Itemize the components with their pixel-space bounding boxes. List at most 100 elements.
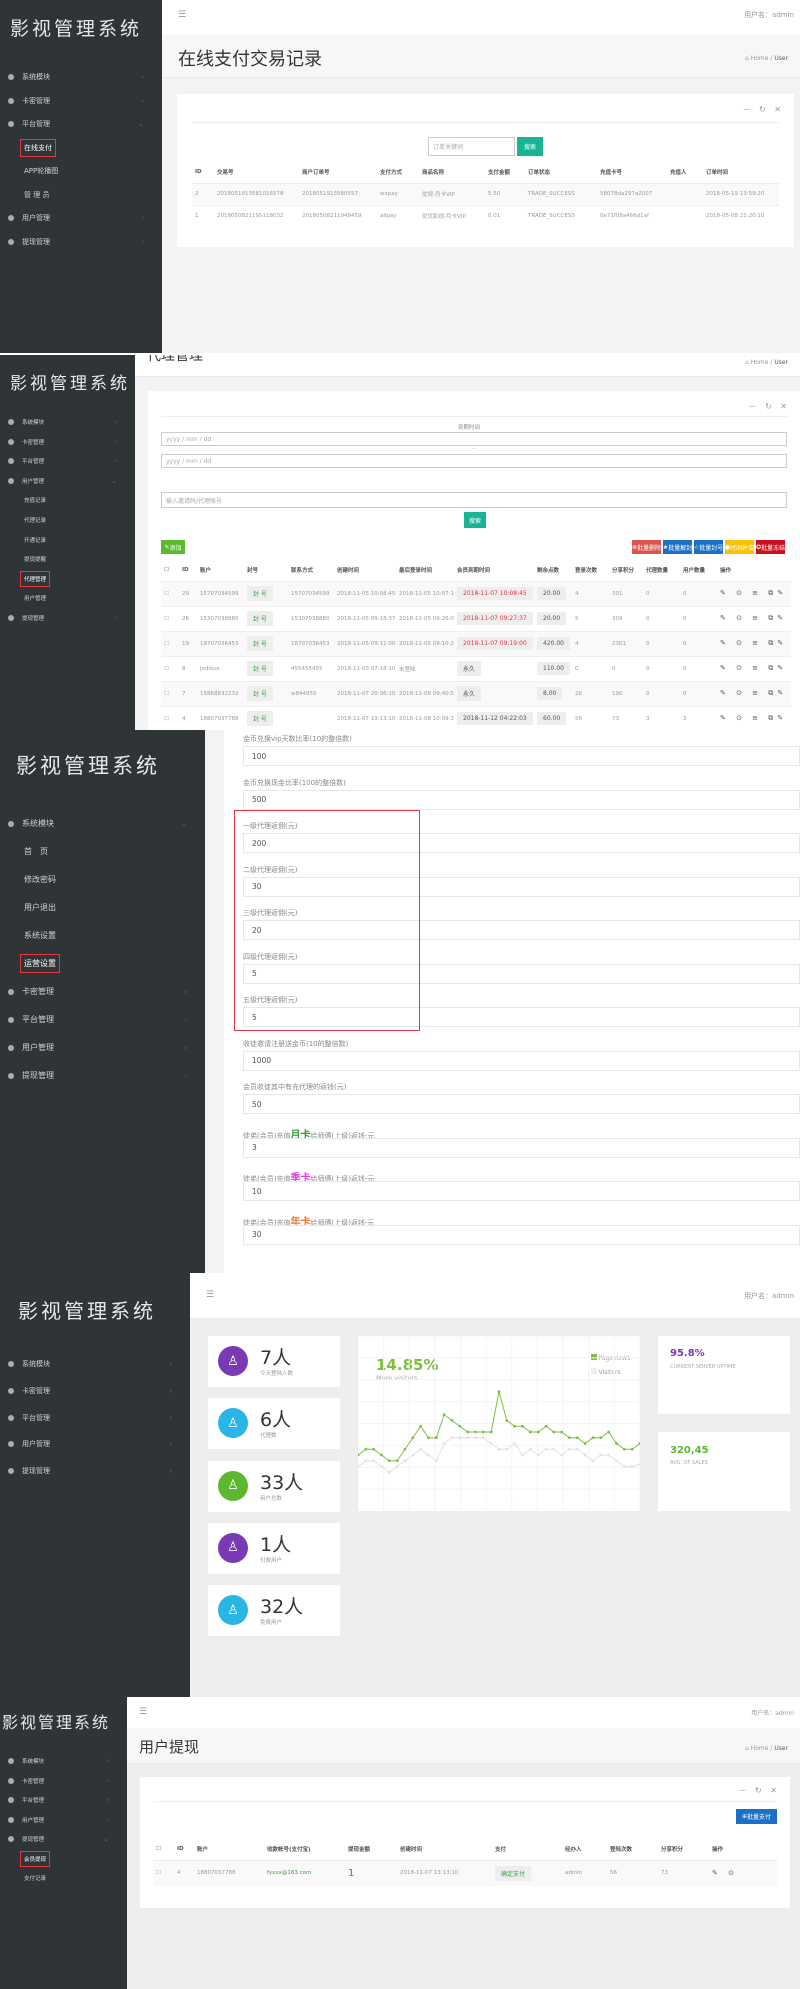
data-point[interactable] xyxy=(615,1459,618,1463)
sidebar-item[interactable]: 管 理 员 xyxy=(24,190,152,200)
sidebar-item[interactable]: 用户管理 › xyxy=(8,1439,180,1449)
batch-pay-button[interactable]: ⊕ 批量支付 xyxy=(736,1809,777,1824)
data-point[interactable] xyxy=(638,1462,640,1466)
data-point[interactable] xyxy=(489,1430,493,1434)
breadcrumb-home[interactable]: Home xyxy=(750,359,769,366)
data-point[interactable] xyxy=(544,1424,548,1428)
sidebar-item[interactable]: 系统模块 ‹ xyxy=(8,72,152,82)
sidebar-item[interactable]: 系统模块 ‹ xyxy=(8,418,125,426)
row-checkbox[interactable]: ☐ xyxy=(161,680,179,706)
ban-button[interactable]: 封 号 xyxy=(247,711,273,727)
sidebar-item[interactable]: 修改密码 xyxy=(24,874,195,885)
sidebar-item[interactable]: 提现管理 ⌄ xyxy=(8,1835,117,1843)
sidebar-item[interactable]: 提现管理 › xyxy=(8,1070,195,1081)
sidebar-item[interactable]: 用户管理 ‹ xyxy=(8,1816,117,1824)
keyword-input[interactable]: 输入邀请码/代理账号 xyxy=(161,492,787,508)
row-checkbox[interactable]: ☐ xyxy=(161,605,179,631)
data-point[interactable] xyxy=(411,1453,415,1457)
confirm-pay-button[interactable]: 确定支付 xyxy=(495,1865,532,1881)
data-point[interactable] xyxy=(458,1436,462,1440)
data-point[interactable] xyxy=(489,1442,493,1445)
select-all-checkbox[interactable]: ☐ xyxy=(156,1846,161,1853)
data-point[interactable] xyxy=(372,1459,376,1463)
data-point[interactable] xyxy=(419,1424,423,1428)
setting-input[interactable]: 10 xyxy=(243,1181,800,1201)
add-button[interactable]: ✎ 添加 xyxy=(161,540,185,554)
data-point[interactable] xyxy=(372,1447,376,1451)
row-actions[interactable]: ✎ ⊙ ≡ ⧉✎ xyxy=(717,680,791,706)
data-point[interactable] xyxy=(528,1430,532,1434)
table-row[interactable]: ☐ 4 18807037788 封 号 2018-11-07 13:13:10 2018-… xyxy=(161,705,791,730)
data-point[interactable] xyxy=(403,1447,407,1451)
sidebar-item[interactable]: 用户退出 xyxy=(24,902,195,913)
setting-input[interactable]: 1000 xyxy=(243,1050,800,1071)
sidebar-item[interactable]: 卡密管理 ‹ xyxy=(8,96,152,106)
sidebar-item[interactable]: 系统设置 xyxy=(24,930,195,941)
sidebar-item[interactable]: 平台管理 ‹ xyxy=(8,1796,117,1804)
setting-input[interactable]: 50 xyxy=(243,1094,800,1114)
data-point[interactable] xyxy=(474,1436,477,1440)
data-point[interactable] xyxy=(505,1447,509,1451)
data-point[interactable] xyxy=(552,1447,556,1451)
sidebar-item[interactable]: 用户管理 ⌄ xyxy=(8,477,125,485)
data-point[interactable] xyxy=(364,1459,368,1463)
data-point[interactable] xyxy=(442,1413,446,1417)
table-cell[interactable]: 确定支付 xyxy=(492,1859,562,1886)
data-point[interactable] xyxy=(528,1447,532,1451)
sidebar-item[interactable]: 支付记录 xyxy=(24,1874,117,1882)
sidebar-item[interactable]: 首 页 xyxy=(24,846,195,857)
data-point[interactable] xyxy=(544,1447,548,1451)
user-menu[interactable]: 用户名：admin xyxy=(744,1292,794,1300)
bulk-action-button[interactable]: ★ 批量解封 xyxy=(663,540,692,554)
data-point[interactable] xyxy=(552,1430,556,1434)
table-row[interactable]: 1 2018050821195118032 20180508211948459 ali… xyxy=(192,204,779,227)
search-button[interactable]: 搜索 xyxy=(517,137,543,156)
ban-button[interactable]: 封 号 xyxy=(247,661,273,676)
data-point[interactable] xyxy=(450,1419,454,1422)
setting-input[interactable]: 30 xyxy=(243,1224,800,1245)
sidebar-item[interactable]: 提现管理 ‹ xyxy=(8,614,125,622)
table-row[interactable]: ☐ 26 15307038880 封 号 15307038880 2018-11-05 0… xyxy=(161,605,791,631)
select-all-checkbox[interactable]: ☐ xyxy=(164,567,169,574)
setting-input[interactable]: 3 xyxy=(243,1137,800,1158)
sidebar-item[interactable]: 平台管理 › xyxy=(8,1014,195,1025)
hamburger-icon[interactable]: ☰ xyxy=(206,1290,215,1300)
data-point[interactable] xyxy=(497,1447,501,1451)
data-point[interactable] xyxy=(403,1459,407,1463)
breadcrumb-home[interactable]: Home xyxy=(750,1745,769,1752)
data-point[interactable] xyxy=(387,1470,391,1474)
data-point[interactable] xyxy=(380,1453,383,1457)
edit-view-list-copy-icons[interactable]: ✎ ⊙ ≡ ⧉✎ xyxy=(720,714,788,723)
table-row[interactable]: ☐ 7 15868832232 封 号 w844955 2018-11-07 20:06:… xyxy=(161,680,791,706)
order-search-input[interactable]: 订单关键词 xyxy=(428,137,515,156)
sidebar-item[interactable]: 开通记录 xyxy=(24,536,125,544)
ban-button[interactable]: 封 号 xyxy=(247,636,273,651)
data-point[interactable] xyxy=(568,1436,571,1440)
data-point[interactable] xyxy=(434,1459,438,1463)
sidebar-item[interactable]: 充值记录 xyxy=(24,496,125,504)
sidebar-item[interactable]: 系统模块 ‹ xyxy=(8,1757,117,1765)
sidebar-item[interactable]: 提现提醒 xyxy=(24,555,125,563)
data-point[interactable] xyxy=(568,1447,571,1451)
data-point[interactable] xyxy=(442,1442,446,1445)
data-point[interactable] xyxy=(615,1442,618,1445)
data-point[interactable] xyxy=(638,1442,640,1445)
edit-view-list-copy-icons[interactable]: ✎ ⊙ ≡ ⧉✎ xyxy=(720,689,788,697)
sidebar-item[interactable]: 平台管理 ‹ xyxy=(8,457,125,465)
breadcrumb-home[interactable]: Home xyxy=(750,55,769,62)
setting-input[interactable]: 5 xyxy=(243,1007,800,1027)
data-point[interactable] xyxy=(358,1465,360,1468)
sidebar-item[interactable]: 提现管理 › xyxy=(8,1466,180,1476)
bulk-action-button[interactable]: ● 时间补偿 xyxy=(725,540,754,554)
data-point[interactable] xyxy=(481,1436,485,1440)
data-point[interactable] xyxy=(575,1436,579,1440)
row-actions[interactable]: ✎ ⊙ ≡ ⧉✎ xyxy=(717,605,791,631)
box-tools[interactable]: － ↻ ✕ xyxy=(738,1786,780,1795)
table-row[interactable]: ☐ 19 18707036453 封 号 18707036453 2018-11-05 0… xyxy=(161,630,791,656)
sidebar-item[interactable]: 卡密管理 › xyxy=(8,986,195,997)
data-point[interactable] xyxy=(536,1430,540,1434)
ban-button[interactable]: 封 号 xyxy=(247,611,273,626)
data-point[interactable] xyxy=(607,1430,611,1434)
data-point[interactable] xyxy=(458,1424,462,1428)
setting-input[interactable]: 100 xyxy=(243,746,800,766)
